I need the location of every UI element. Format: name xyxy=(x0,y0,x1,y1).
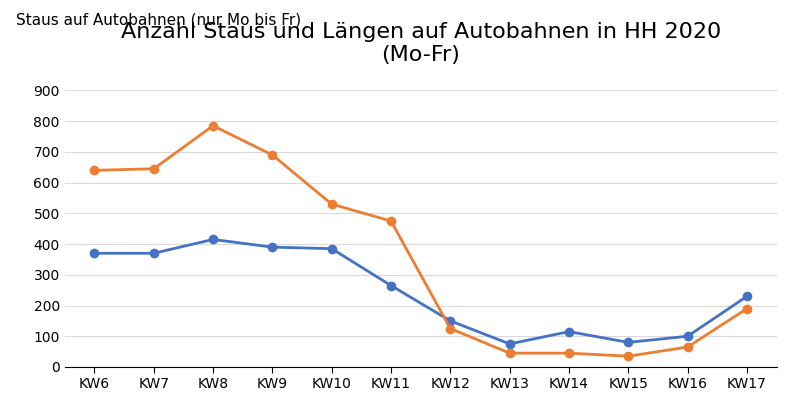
Länge [km] xyxy=(624,354,633,359)
Länge [km] xyxy=(505,351,515,356)
Länge [km] xyxy=(683,344,693,349)
Anzahl xyxy=(564,329,574,334)
Anzahl xyxy=(327,246,337,251)
Line: Anzahl: Anzahl xyxy=(91,235,751,348)
Länge [km] xyxy=(446,326,455,331)
Anzahl xyxy=(268,245,277,250)
Anzahl xyxy=(90,251,100,256)
Anzahl xyxy=(208,237,218,242)
Anzahl xyxy=(505,342,515,347)
Text: Staus auf Autobahnen (nur Mo bis Fr): Staus auf Autobahnen (nur Mo bis Fr) xyxy=(16,13,301,28)
Title: Anzahl Staus und Längen auf Autobahnen in HH 2020
(Mo-Fr): Anzahl Staus und Längen auf Autobahnen i… xyxy=(121,22,721,65)
Anzahl xyxy=(683,334,693,339)
Länge [km] xyxy=(742,306,752,311)
Anzahl xyxy=(624,340,633,345)
Länge [km] xyxy=(90,168,100,173)
Länge [km] xyxy=(208,123,218,128)
Länge [km] xyxy=(327,201,337,206)
Länge [km] xyxy=(564,351,574,356)
Anzahl xyxy=(386,283,396,288)
Anzahl xyxy=(446,318,455,323)
Länge [km] xyxy=(268,153,277,158)
Anzahl xyxy=(742,294,752,299)
Anzahl xyxy=(149,251,159,256)
Länge [km] xyxy=(386,219,396,224)
Line: Länge [km]: Länge [km] xyxy=(91,122,751,360)
Länge [km] xyxy=(149,166,159,171)
